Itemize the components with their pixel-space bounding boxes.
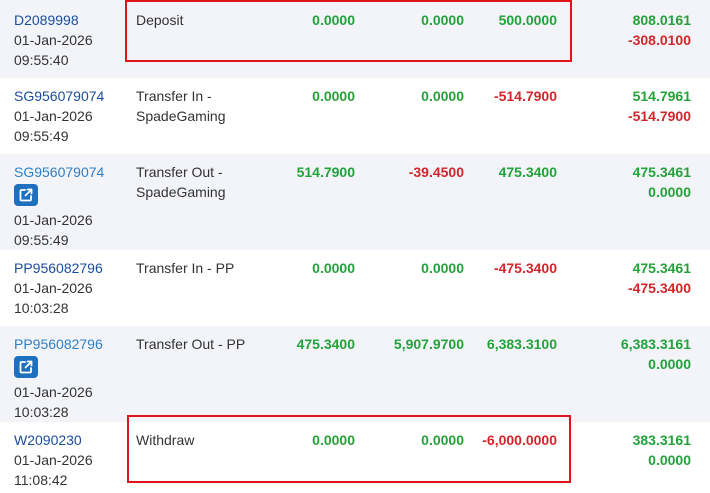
- balance-value: 475.3461: [632, 164, 691, 180]
- transaction-provider: SpadeGaming: [136, 184, 226, 200]
- table-row: PP956082796 01-Jan-2026 10:03:28 Transfe…: [0, 326, 710, 422]
- balance-change: -308.0100: [627, 32, 691, 48]
- transaction-time: 10:03:28: [14, 300, 69, 316]
- amount-a: 0.0000: [312, 260, 355, 276]
- transaction-id-link[interactable]: D2089998: [14, 12, 79, 28]
- transaction-type: Transfer In -: [136, 88, 212, 104]
- amount-c: -475.3400: [493, 260, 557, 276]
- balance-value: 383.3161: [632, 432, 691, 448]
- transaction-type: Transfer In - PP: [136, 260, 235, 276]
- transaction-id-link[interactable]: W2090230: [14, 432, 82, 448]
- balance-value: 6,383.3161: [620, 336, 691, 352]
- table-row: SG956079074 01-Jan-2026 09:55:49 Transfe…: [0, 154, 710, 250]
- external-link-icon: [19, 360, 33, 374]
- transaction-date: 01-Jan-2026: [14, 452, 93, 468]
- amount-a: 0.0000: [312, 432, 355, 448]
- amount-b: 0.0000: [421, 12, 464, 28]
- transaction-id-link[interactable]: PP956082796: [14, 260, 103, 276]
- transaction-id-link[interactable]: SG956079074: [14, 88, 105, 104]
- open-external-button[interactable]: [14, 356, 38, 378]
- balance-value: 475.3461: [632, 260, 691, 276]
- amount-a: 514.7900: [296, 164, 355, 180]
- transaction-id-link[interactable]: SG956079074: [14, 164, 105, 180]
- amount-a: 0.0000: [312, 12, 355, 28]
- amount-b: -39.4500: [408, 164, 464, 180]
- table-row: SG956079074 01-Jan-2026 09:55:49 Transfe…: [0, 78, 710, 154]
- transaction-time: 09:55:49: [14, 128, 69, 144]
- amount-b: 0.0000: [421, 260, 464, 276]
- amount-c: -514.7900: [493, 88, 557, 104]
- transaction-provider: SpadeGaming: [136, 108, 226, 124]
- external-link-icon: [19, 188, 33, 202]
- balance-change: 0.0000: [648, 356, 691, 372]
- table-row: W2090230 01-Jan-2026 11:08:42 Withdraw 0…: [0, 422, 710, 493]
- amount-b: 5,907.9700: [393, 336, 464, 352]
- balance-change: 0.0000: [648, 452, 691, 468]
- transaction-type: Transfer Out - PP: [136, 336, 246, 352]
- transaction-date: 01-Jan-2026: [14, 384, 93, 400]
- transaction-date: 01-Jan-2026: [14, 108, 93, 124]
- balance-change: 0.0000: [648, 184, 691, 200]
- transaction-date: 01-Jan-2026: [14, 280, 93, 296]
- amount-c: 6,383.3100: [486, 336, 557, 352]
- amount-c: -6,000.0000: [482, 432, 557, 448]
- transaction-date: 01-Jan-2026: [14, 32, 93, 48]
- transaction-time: 10:03:28: [14, 404, 69, 420]
- transaction-time: 09:55:49: [14, 232, 69, 248]
- transaction-id-link[interactable]: PP956082796: [14, 336, 103, 352]
- amount-a: 0.0000: [312, 88, 355, 104]
- balance-change: -514.7900: [627, 108, 691, 124]
- transaction-type: Transfer Out -: [136, 164, 223, 180]
- amount-a: 475.3400: [296, 336, 355, 352]
- amount-c: 500.0000: [498, 12, 557, 28]
- amount-b: 0.0000: [421, 432, 464, 448]
- transaction-date: 01-Jan-2026: [14, 212, 93, 228]
- balance-value: 514.7961: [632, 88, 691, 104]
- transaction-time: 09:55:40: [14, 52, 69, 68]
- balance-value: 808.0161: [632, 12, 691, 28]
- open-external-button[interactable]: [14, 184, 38, 206]
- amount-b: 0.0000: [421, 88, 464, 104]
- transaction-time: 11:08:42: [14, 472, 68, 488]
- balance-change: -475.3400: [627, 280, 691, 296]
- amount-c: 475.3400: [498, 164, 557, 180]
- transaction-type: Deposit: [136, 12, 184, 28]
- table-row: PP956082796 01-Jan-2026 10:03:28 Transfe…: [0, 250, 710, 326]
- transaction-type: Withdraw: [136, 432, 195, 448]
- table-row: D2089998 01-Jan-2026 09:55:40 Deposit 0.…: [0, 0, 710, 78]
